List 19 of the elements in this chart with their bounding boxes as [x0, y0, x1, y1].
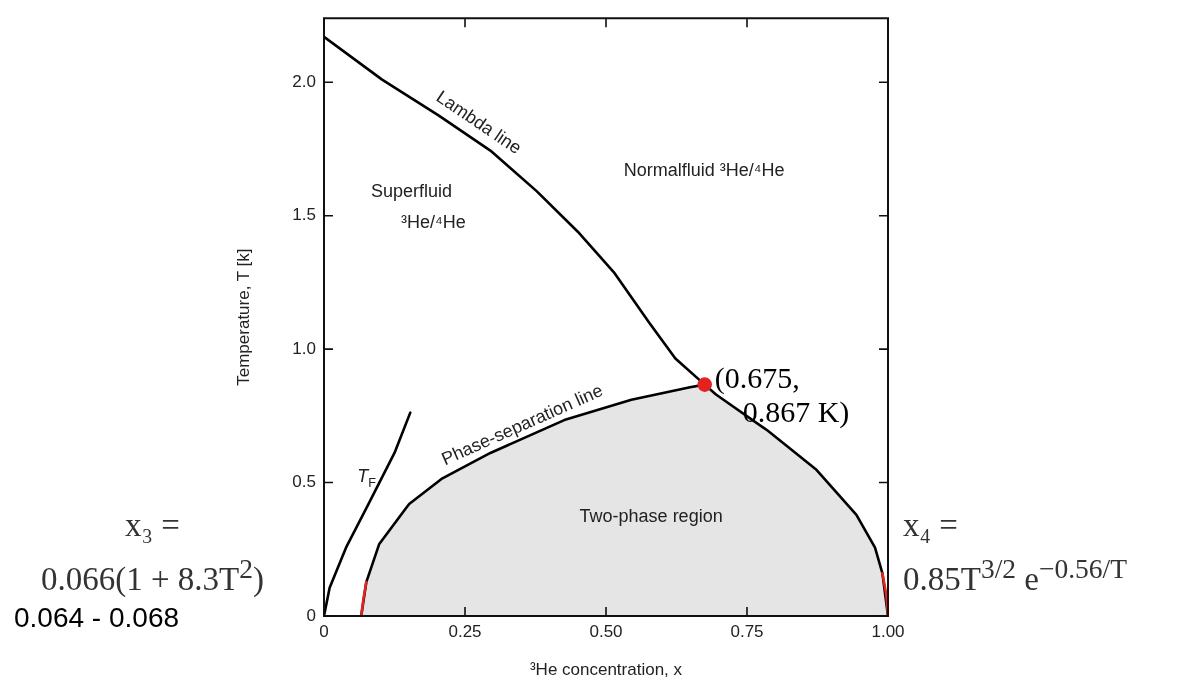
- x-tick-label: 1.00: [871, 621, 905, 641]
- x-tick-label: 0.75: [730, 621, 764, 641]
- text: x₃ = 0.066(1 + 8.3T$^{2}$): [40, 506, 265, 599]
- annotation: Two-phase region: [579, 506, 723, 527]
- annotation: Superfluid ³He/⁴He: [370, 180, 466, 232]
- y-tick-label: 1.5: [292, 205, 316, 225]
- x-tick-label: 0: [319, 621, 329, 641]
- x-axis-title: ³He concentration, x: [529, 660, 683, 680]
- y-axis-title: Temperature, T [k]: [233, 248, 253, 386]
- y-tick-label: 1.0: [292, 338, 316, 358]
- text: x₄ = 0.85T$^{3/2}$ e$^{−0.56/T}$: [903, 506, 1129, 599]
- y-tick-label: 2.0: [292, 71, 316, 91]
- x-tick-label: 0.25: [448, 621, 482, 641]
- annotation: Normalfluid ³He/⁴He: [623, 159, 785, 180]
- y-tick-label: 0: [306, 605, 316, 625]
- y-tick-label: 0.5: [292, 472, 316, 492]
- text: 0.064 - 0.068: [14, 602, 180, 633]
- annotation: (0.675, 0.867 K): [714, 361, 850, 430]
- x-tick-label: 0.50: [589, 621, 623, 641]
